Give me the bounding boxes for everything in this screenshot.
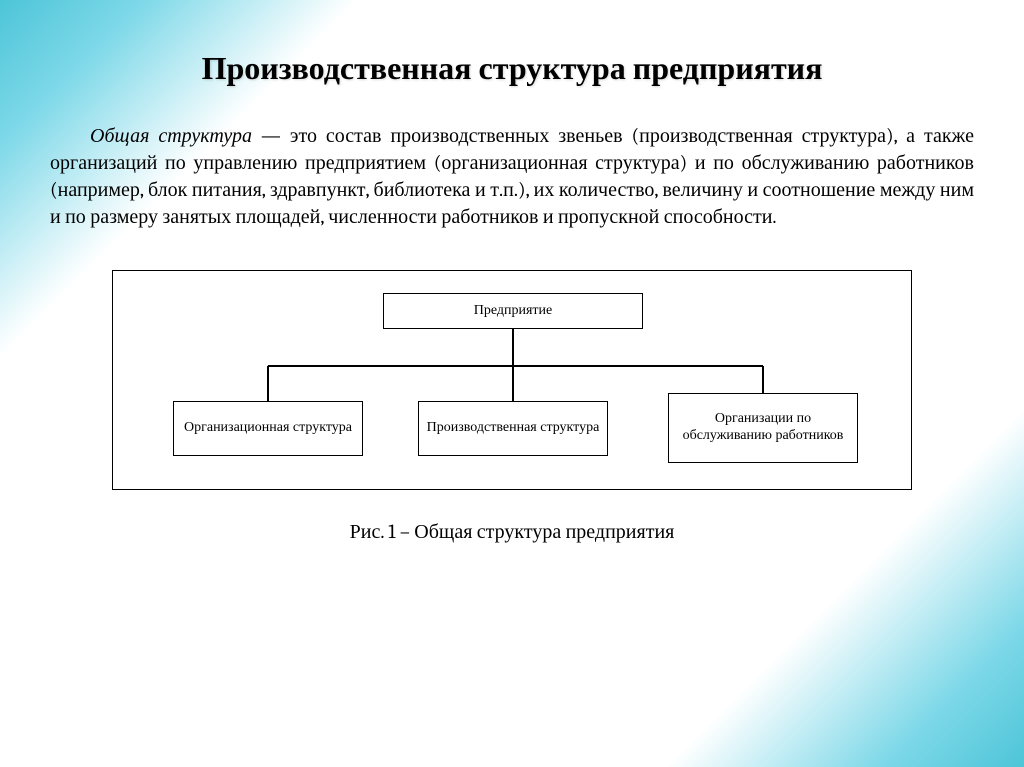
figure-caption: Рис. 1 – Общая структура предприятия <box>50 520 974 544</box>
org-tree-diagram: Предприятие Организационная структура Прои… <box>112 270 912 490</box>
tree-node-n2: Производственная структура <box>418 401 608 456</box>
page-title: Производственная структура предприятия <box>50 50 974 87</box>
tree-connector <box>512 329 514 366</box>
paragraph-lead: Общая структура <box>90 124 252 147</box>
tree-node-root: Предприятие <box>383 293 643 329</box>
tree-connector <box>762 366 764 393</box>
tree-node-n1: Организационная структура <box>173 401 363 456</box>
tree-connector <box>512 366 514 401</box>
definition-paragraph: Общая структура — это состав производств… <box>50 122 974 230</box>
tree-connector <box>267 366 269 401</box>
tree-node-n3: Организации по обслуживанию работников <box>668 393 858 463</box>
diagram-container: Предприятие Организационная структура Прои… <box>50 270 974 490</box>
tree-connector <box>268 365 763 367</box>
